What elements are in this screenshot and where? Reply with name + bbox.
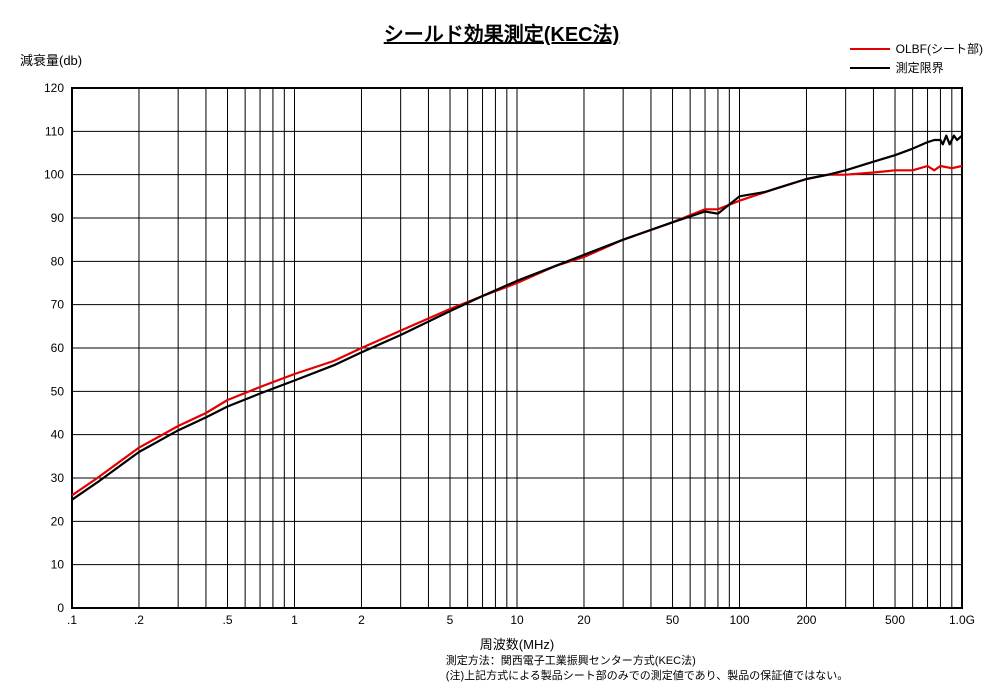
x-tick-label: 5 (447, 613, 454, 627)
x-tick-label: .5 (223, 613, 233, 627)
y-tick-label: 30 (51, 471, 65, 485)
x-tick-label: .2 (134, 613, 144, 627)
chart-plot-area: 0 10 20 30 40 50 60 70 80 90 100 110 120 .1 .2 .5 1 2 5 10 2… (32, 78, 982, 638)
y-tick-label: 120 (44, 81, 64, 95)
y-tick-label: 70 (51, 298, 65, 312)
footer-line: 測定方法：関西電子工業振興センター方式(KEC法) (446, 654, 848, 669)
y-tick-label: 40 (51, 428, 65, 442)
x-tick-label: 20 (577, 613, 591, 627)
legend-label: 測定限界 (896, 59, 944, 76)
x-tick-label: 2 (358, 613, 365, 627)
y-tick-label: 0 (57, 601, 64, 615)
chart-footer-notes: 測定方法：関西電子工業振興センター方式(KEC法) (注)上記方式による製品シー… (446, 654, 848, 685)
legend-item-olbf: OLBF(シート部) (850, 40, 983, 57)
y-tick-label: 100 (44, 168, 64, 182)
y-tick-label: 80 (51, 254, 65, 268)
y-tick-label: 60 (51, 341, 65, 355)
x-tick-label: 50 (666, 613, 680, 627)
y-tick-label: 10 (51, 558, 65, 572)
x-tick-label: 10 (510, 613, 524, 627)
x-tick-label: 1.0G (949, 613, 975, 627)
x-tick-label: 500 (885, 613, 905, 627)
y-tick-label: 50 (51, 384, 65, 398)
page-root: シールド効果測定(KEC法) 減衰量(db) OLBF(シート部) 測定限界 0… (0, 0, 1003, 700)
y-tick-label: 20 (51, 514, 65, 528)
y-axis-label: 減衰量(db) (20, 50, 82, 69)
y-tick-label: 90 (51, 211, 65, 225)
footer-line: (注)上記方式による製品シート部のみでの測定値であり、製品の保証値ではない。 (446, 669, 848, 684)
x-tick-label: 200 (796, 613, 816, 627)
x-axis-label: 周波数(MHz) (72, 634, 962, 653)
x-tick-label: 100 (729, 613, 749, 627)
legend: OLBF(シート部) 測定限界 (850, 40, 983, 78)
x-tick-label: .1 (67, 613, 77, 627)
legend-item-limit: 測定限界 (850, 59, 983, 76)
x-tick-label: 1 (291, 613, 298, 627)
legend-label: OLBF(シート部) (896, 40, 983, 57)
legend-swatch-icon (850, 67, 890, 69)
legend-swatch-icon (850, 48, 890, 50)
y-tick-label: 110 (45, 124, 64, 138)
